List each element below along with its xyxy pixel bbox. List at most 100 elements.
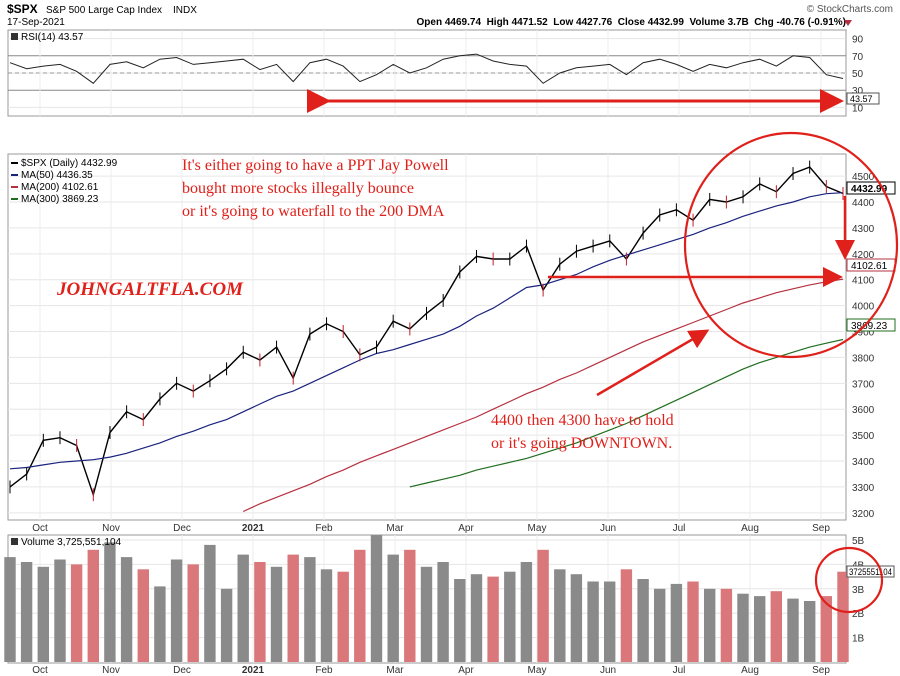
volume-bar — [337, 571, 349, 662]
x-tick-label: Jun — [600, 523, 616, 534]
x-tick-label: Nov — [102, 523, 120, 534]
chart-symbol: $SPX — [7, 2, 38, 16]
volume-bar — [704, 588, 716, 662]
svg-text:43.57: 43.57 — [850, 94, 873, 104]
volume-bar — [354, 549, 366, 662]
x-tick-label: Apr — [458, 665, 474, 676]
price-tick-label: 3500 — [852, 431, 875, 442]
volume-bar — [470, 574, 483, 662]
x-tick-label: Sep — [812, 523, 830, 534]
series-line-ma-300- — [409, 338, 844, 488]
volume-bar — [454, 579, 466, 662]
series-line-ma-200- — [242, 278, 844, 513]
x-tick-label: Mar — [386, 523, 404, 534]
price-tick-label: 3800 — [852, 353, 875, 364]
price-tick-label: 3700 — [852, 379, 875, 390]
volume-label: Volume 3,725,551,104 — [21, 537, 122, 548]
annotation-line-5: or it's going DOWNTOWN. — [491, 435, 672, 452]
x-tick-label: Jul — [673, 665, 686, 676]
x-tick-label: May — [528, 523, 547, 534]
volume-bar — [754, 596, 766, 662]
volume-bar — [720, 588, 733, 662]
x-tick-label: Oct — [32, 523, 48, 534]
volume-bar — [837, 571, 849, 662]
rsi-value-tag: 43.57 — [846, 92, 880, 105]
rsi-tick-label: 90 — [852, 35, 864, 46]
volume-bar — [237, 554, 249, 662]
chart-exchange: INDX — [173, 5, 197, 16]
volume-bar — [387, 554, 399, 662]
volume-bar — [687, 581, 699, 662]
rsi-line — [9, 53, 844, 84]
volume-value-tag: 3725551104 — [846, 565, 895, 578]
volume-bar — [670, 583, 683, 662]
price-tick-label: 3400 — [852, 457, 875, 468]
pointer-arrow — [596, 329, 710, 397]
volume-tick-label: 2B — [852, 609, 865, 620]
chart-source: © StockCharts.com — [807, 4, 893, 15]
volume-bar — [104, 542, 116, 662]
legend-entry: MA(300) 3869.23 — [21, 194, 99, 205]
volume-bar — [504, 571, 516, 662]
price-tick-label: 4100 — [852, 276, 875, 287]
axis-labels: 4500 4400 4300 4200 4100 4000 3900 3800 3700 3600… — [32, 35, 874, 676]
volume-tick-label: 5B — [852, 536, 865, 547]
price-tick-label: 3900 — [852, 328, 875, 339]
volume-bar — [187, 564, 199, 662]
x-tick-label: Dec — [173, 523, 191, 534]
volume-bar — [54, 559, 66, 662]
x-tick-label: Jul — [673, 523, 686, 534]
red-annotations — [307, 89, 899, 614]
ma300-value-tag: 3869.23 — [846, 318, 896, 332]
volume-bar — [287, 554, 299, 662]
annotation-line-4: 4400 then 4300 have to hold — [491, 412, 674, 429]
volume-tick-label: 3B — [852, 585, 865, 596]
price-tick-label: 3200 — [852, 509, 875, 520]
volume-bar — [320, 569, 333, 662]
svg-text:4102.61: 4102.61 — [851, 261, 888, 272]
price-tick-label: 4200 — [852, 250, 875, 261]
price-value-tag: 4432.99 — [846, 181, 896, 195]
volume-bar — [637, 579, 649, 662]
x-tick-label: Dec — [173, 665, 191, 676]
volume-bar — [304, 557, 316, 662]
volume-bar — [520, 562, 533, 662]
volume-bar — [154, 586, 166, 662]
volume-bar — [570, 574, 583, 662]
volume-bar — [220, 588, 233, 662]
x-tick-label: Aug — [741, 665, 759, 676]
ma200-value-tag: 4102.61 — [846, 258, 896, 272]
volume-bar — [537, 549, 549, 662]
focus-circle — [683, 131, 899, 359]
annotation-line-1: It's either going to have a PPT Jay Powe… — [182, 157, 449, 174]
volume-bar — [420, 566, 433, 662]
x-tick-label: May — [528, 665, 547, 676]
legend-entry: MA(50) 4436.35 — [21, 170, 93, 181]
price-tick-label: 3300 — [852, 483, 875, 494]
price-tick-label: 3600 — [852, 405, 875, 416]
x-tick-label: Aug — [741, 523, 759, 534]
price-plot — [9, 160, 844, 513]
ohlc-readout: Open 4469.74 High 4471.52 Low 4427.76 Cl… — [417, 17, 846, 28]
annotation-line-2: bought more stocks illegally bounce — [182, 180, 414, 197]
volume-bar — [4, 557, 16, 662]
volume-bar — [787, 598, 799, 662]
x-tick-label: 2021 — [242, 665, 265, 676]
legend-entry: MA(200) 4102.61 — [21, 182, 99, 193]
x-tick-label: Feb — [315, 665, 333, 676]
volume-bar — [820, 596, 832, 662]
volume-bar — [254, 562, 266, 662]
volume-circle — [814, 546, 884, 614]
chart-index-name: S&P 500 Large Cap Index — [46, 5, 162, 16]
volume-bar — [654, 588, 666, 662]
volume-bar — [437, 562, 449, 662]
down-triangle-icon — [844, 20, 852, 26]
volume-bar — [204, 544, 216, 662]
price-tick-label: 4500 — [852, 172, 875, 183]
svg-text:3725551104: 3725551104 — [849, 567, 892, 577]
x-tick-label: 2021 — [242, 523, 265, 534]
price-tick-label: 4300 — [852, 224, 875, 235]
x-tick-label: Oct — [32, 665, 48, 676]
price-tick-label: 4000 — [852, 302, 875, 313]
